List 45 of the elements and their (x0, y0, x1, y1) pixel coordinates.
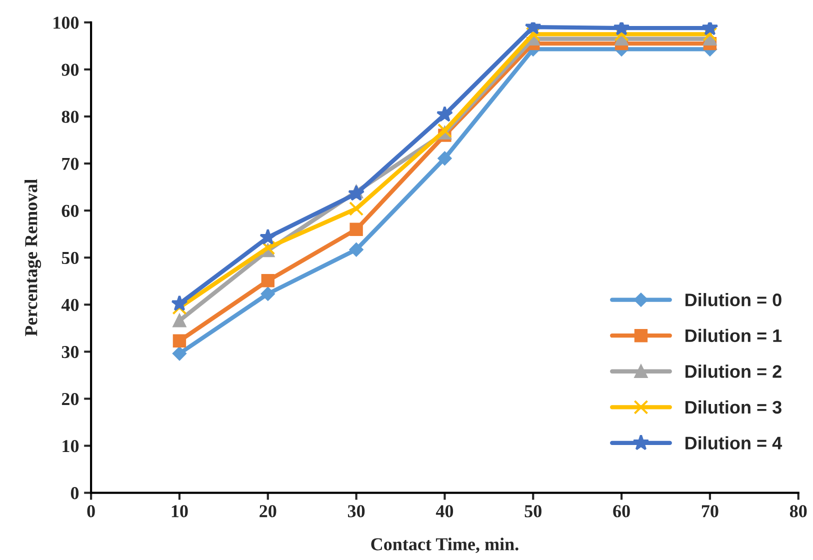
x-tick-label: 0 (87, 505, 95, 518)
y-tick-label: 60 (62, 204, 79, 217)
point (526, 26, 540, 42)
y-tick-label: 80 (62, 110, 79, 123)
point (260, 286, 275, 301)
x-tick-label: 10 (172, 505, 188, 518)
point (172, 346, 186, 360)
x-tick-label: 70 (702, 505, 718, 518)
x-tick-label: 50 (524, 505, 542, 518)
point (260, 240, 276, 256)
x-tick-label: 80 (790, 505, 807, 518)
point (172, 334, 186, 348)
y-tick-label: 0 (70, 487, 79, 500)
y-tick-label: 30 (62, 346, 79, 358)
point (349, 242, 364, 257)
legend-label: Dilution = 2 (686, 364, 782, 378)
x-tick-label: 60 (613, 505, 630, 518)
point (613, 22, 630, 36)
point (702, 22, 718, 36)
point (350, 222, 363, 236)
y-tick-label: 70 (62, 158, 79, 170)
point (438, 151, 452, 166)
y-tick-label: 50 (62, 252, 79, 264)
point (172, 314, 186, 328)
y-tick-label: 10 (62, 440, 79, 452)
point (348, 184, 365, 201)
y-tick-label: 100 (54, 16, 79, 29)
point (702, 26, 718, 42)
point (260, 228, 276, 245)
point (436, 106, 454, 122)
point (261, 274, 274, 288)
legend-label: Dilution = 4 (686, 436, 782, 450)
legend-label: Dilution = 1 (686, 328, 782, 342)
x-tick-label: 20 (260, 505, 276, 518)
legend-label: Dilution = 0 (686, 293, 782, 306)
x-axis-title: Contact Time, min. (371, 538, 518, 553)
y-tick-label: 40 (61, 298, 79, 312)
x-tick-label: 30 (348, 505, 365, 518)
legend-label: Dilution = 3 (686, 400, 782, 414)
y-tick-label: 20 (62, 392, 79, 406)
x-tick-label: 40 (436, 505, 454, 518)
y-axis-title: Percentage Removal (24, 179, 42, 336)
point (171, 295, 188, 311)
y-tick-label: 90 (62, 64, 79, 76)
point (349, 201, 364, 216)
